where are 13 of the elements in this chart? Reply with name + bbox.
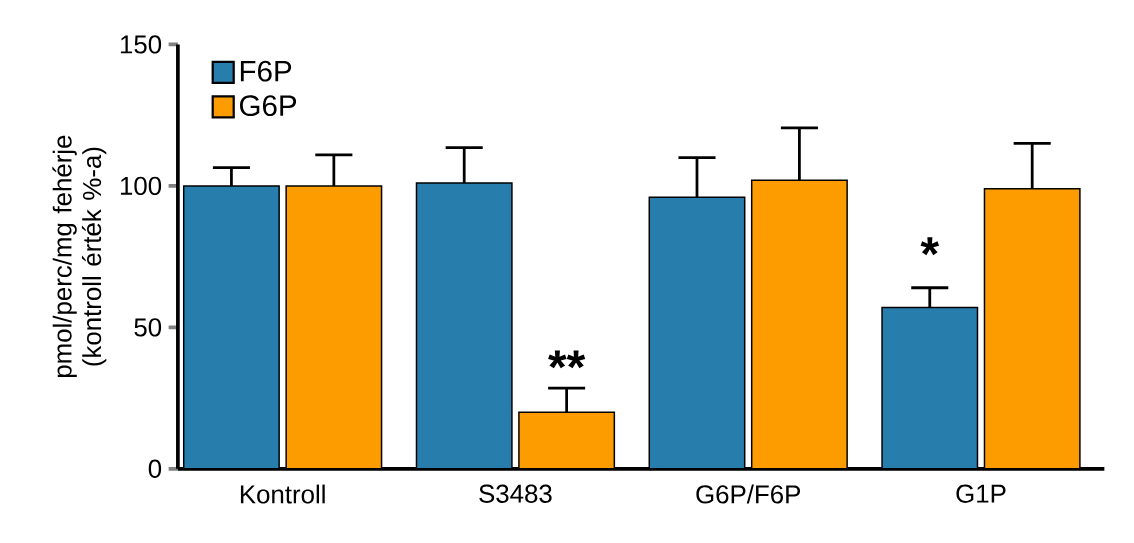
annotation: * (920, 237, 940, 256)
x-tick-label: Kontroll (240, 484, 325, 504)
y-axis-title: pmol/perc/mg fehérje (kontroll érték %-a) (52, 135, 107, 378)
y-tick-label: 50 (134, 318, 162, 337)
legend-label: F6P (240, 60, 292, 82)
annotation: ** (548, 350, 586, 369)
x-tick-label: S3483 (479, 484, 552, 503)
x-tick-label: G1P (956, 484, 1006, 503)
x-tick-label: G6P/F6P (696, 484, 801, 504)
legend-label: G6P (239, 95, 297, 117)
y-tick-label: 150 (120, 35, 162, 54)
y-tick-label: 100 (120, 176, 162, 196)
y-tick-label: 0 (148, 459, 162, 478)
